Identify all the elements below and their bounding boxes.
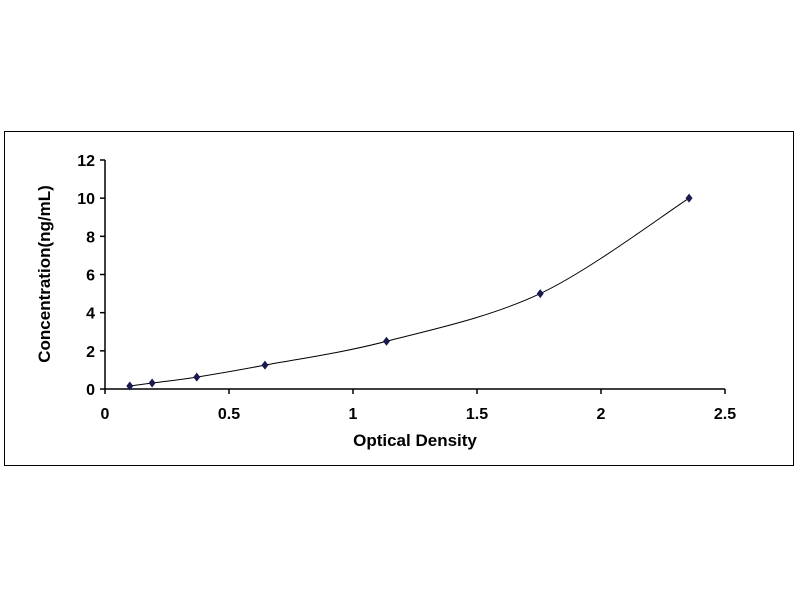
- x-tick-label: 0.5: [218, 406, 240, 423]
- data-point: [261, 360, 269, 370]
- x-tick-label: 2.5: [714, 406, 736, 423]
- data-point: [193, 372, 201, 382]
- y-tick-label: 0: [86, 382, 95, 399]
- y-axis-label: Concentration(ng/mL): [35, 185, 54, 363]
- data-point: [382, 336, 390, 346]
- y-tick-label: 8: [86, 229, 95, 246]
- y-tick-label: 4: [86, 306, 95, 323]
- x-axis-label: Optical Density: [353, 431, 477, 450]
- data-point: [126, 381, 134, 391]
- y-tick-label: 2: [86, 344, 95, 361]
- fit-curve: [129, 197, 690, 387]
- y-tick-label: 6: [86, 268, 95, 285]
- data-point: [148, 378, 156, 388]
- x-tick-label: 1: [349, 406, 358, 423]
- data-point: [685, 193, 693, 203]
- x-tick-label: 0: [101, 406, 110, 423]
- chart-frame: [4, 131, 794, 466]
- x-tick-label: 2: [597, 406, 606, 423]
- data-point: [536, 289, 544, 299]
- y-tick-label: 10: [77, 191, 95, 208]
- x-tick-label: 1.5: [466, 406, 488, 423]
- y-tick-label: 12: [77, 153, 95, 170]
